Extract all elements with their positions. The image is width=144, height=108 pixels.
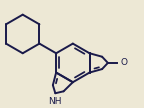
Text: O: O [121, 58, 127, 67]
Text: NH: NH [49, 97, 62, 106]
